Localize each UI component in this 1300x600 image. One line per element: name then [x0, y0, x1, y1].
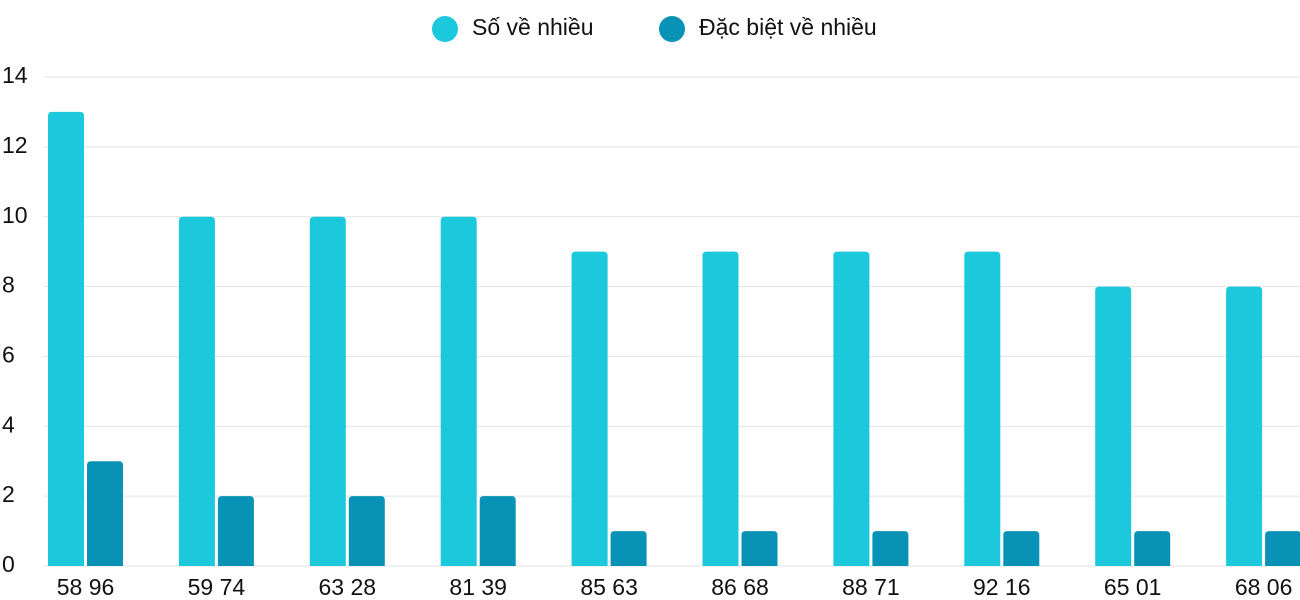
- y-tick-label: 14: [2, 62, 28, 88]
- x-tick-label: 86 68: [711, 574, 769, 600]
- bar: [964, 251, 1001, 566]
- bar: [1095, 286, 1132, 566]
- x-tick-label: 85 63: [580, 574, 638, 600]
- x-tick-label: 68 06: [1235, 574, 1293, 600]
- x-tick-label: 58 96: [57, 574, 115, 600]
- bar: [571, 251, 608, 566]
- bar: [309, 216, 346, 566]
- y-tick-label: 10: [2, 202, 28, 228]
- bar: [1226, 286, 1263, 566]
- bar: [872, 531, 909, 566]
- y-tick-label: 12: [2, 132, 28, 158]
- bar: [440, 216, 477, 566]
- x-tick-label: 88 71: [842, 574, 900, 600]
- bar: [87, 461, 123, 566]
- bar: [1003, 531, 1040, 566]
- bar: [1134, 531, 1171, 566]
- x-tick-label: 81 39: [449, 574, 507, 600]
- legend-label: Số về nhiều: [472, 14, 593, 40]
- legend-label: Đặc biệt về nhiều: [699, 14, 877, 40]
- bar: [1265, 531, 1300, 566]
- y-tick-label: 0: [2, 551, 15, 577]
- x-tick-label: 65 01: [1104, 574, 1162, 600]
- bar: [178, 216, 215, 566]
- bar: [702, 251, 739, 566]
- y-tick-label: 8: [2, 272, 15, 298]
- x-tick-label: 92 16: [973, 574, 1031, 600]
- legend-marker: [432, 16, 458, 42]
- bar: [833, 251, 870, 566]
- bar: [348, 496, 385, 566]
- bar: [48, 111, 84, 566]
- bar: [610, 531, 647, 566]
- x-tick-label: 59 74: [188, 574, 246, 600]
- y-tick-label: 6: [2, 342, 15, 368]
- bar: [741, 531, 778, 566]
- x-tick-label: 63 28: [319, 574, 377, 600]
- bar: [479, 496, 516, 566]
- bar: [217, 496, 254, 566]
- y-tick-label: 2: [2, 481, 15, 507]
- legend-marker: [659, 16, 685, 42]
- y-tick-label: 4: [2, 411, 15, 437]
